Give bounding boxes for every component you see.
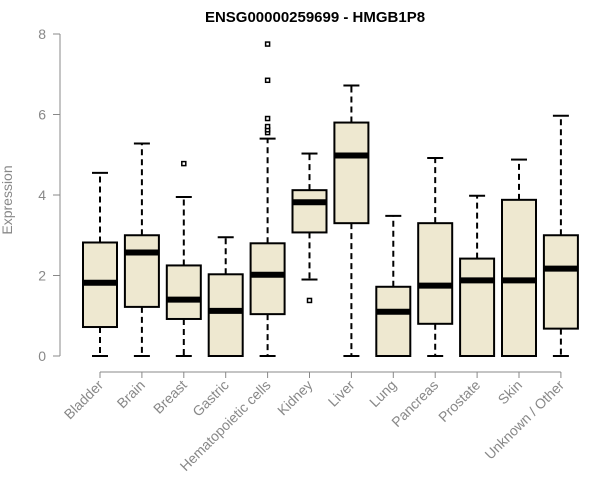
box-1	[123, 142, 160, 357]
chart-title: ENSG00000259699 - HMGB1P8	[205, 9, 425, 26]
plot-area	[82, 41, 579, 358]
box-11	[542, 114, 579, 357]
x-tick-label: Liver	[325, 377, 358, 410]
box-5	[291, 152, 328, 304]
x-tick-label: Prostate	[435, 377, 483, 425]
iqr-box	[542, 234, 579, 330]
x-tick-label: Bladder	[61, 377, 107, 423]
outlier-point	[181, 160, 187, 167]
y-tick-label: 8	[38, 26, 46, 42]
outlier-point	[264, 41, 271, 47]
box-6	[333, 84, 370, 357]
x-tick-label: Lung	[366, 377, 399, 410]
box-10	[501, 158, 537, 357]
y-tick-label: 0	[38, 348, 46, 364]
box-4	[249, 41, 286, 357]
outlier-point	[306, 297, 313, 304]
y-axis-label: Expression	[0, 165, 15, 234]
iqr-box	[165, 264, 202, 320]
box-7	[375, 214, 412, 357]
iqr-box	[333, 121, 370, 225]
box-2	[165, 160, 202, 357]
y-axis: 0 2 4 6 8	[38, 26, 61, 364]
iqr-box	[207, 273, 244, 358]
outlier-point	[264, 115, 271, 122]
outlier-point	[264, 77, 271, 84]
iqr-box	[123, 234, 160, 308]
box-0	[82, 171, 118, 357]
box-8	[417, 156, 454, 357]
iqr-box	[417, 222, 454, 325]
box-9	[459, 194, 496, 357]
y-tick-label: 2	[38, 268, 46, 284]
y-tick-label: 4	[38, 187, 46, 203]
iqr-box	[375, 285, 412, 357]
x-tick-label: Breast	[150, 377, 190, 417]
iqr-box	[459, 257, 496, 357]
x-tick-label: Unknown / Other	[481, 377, 567, 463]
outlier-point	[264, 123, 271, 130]
iqr-box	[291, 189, 328, 234]
y-tick-label: 6	[38, 107, 46, 123]
iqr-box	[249, 242, 286, 316]
x-tick-label: Skin	[495, 377, 526, 408]
x-tick-label: Pancreas	[388, 377, 441, 430]
x-tick-label: Kidney	[274, 377, 316, 419]
box-3	[207, 236, 244, 358]
x-tick-label: Brain	[114, 377, 148, 411]
